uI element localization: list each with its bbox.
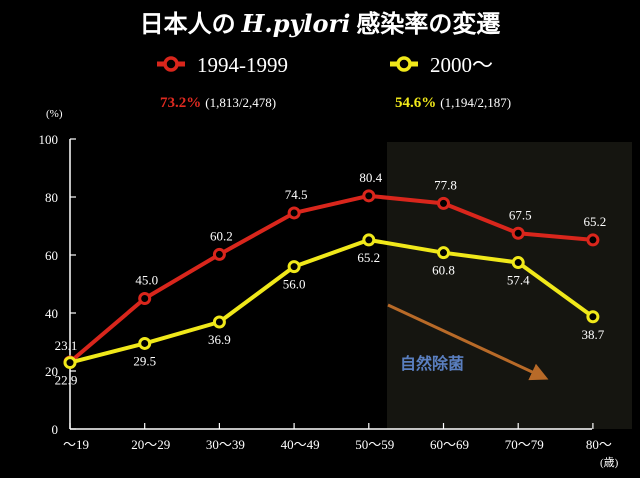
title-suffix: 感染率の変遷 xyxy=(356,10,500,38)
summary-2000: 54.6% (1,194/2,187) xyxy=(395,95,511,111)
natural-eradication-region xyxy=(387,142,632,429)
series-layer: 23.1 45.0 60.2 74.5 80.4 77.8 67.5 65.2 22.9 29.5… xyxy=(55,170,607,388)
data-point-0-7 xyxy=(586,233,600,247)
x-tick-label-0: ～19 xyxy=(63,437,89,452)
trend-arrow-icon xyxy=(387,303,549,381)
x-axis-unit: (歳) xyxy=(600,456,619,469)
y-tick-label-80: 80 xyxy=(45,190,58,205)
x-tick-label-7: 80～ xyxy=(586,437,612,452)
series-line-0 xyxy=(68,193,594,364)
y-tick-label-60: 60 xyxy=(45,248,58,263)
legend-marker-2000 xyxy=(396,56,412,72)
data-point-1-2 xyxy=(212,315,226,329)
data-label-1-7: 38.7 xyxy=(582,327,605,342)
data-label-1-1: 29.5 xyxy=(133,353,156,368)
x-tick-label-6: 70～79 xyxy=(505,437,544,452)
y-tick-label-0: 0 xyxy=(52,422,59,437)
y-tick-label-40: 40 xyxy=(45,306,58,321)
natural-eradication-annotation: 自然除菌 xyxy=(387,303,549,381)
data-point-1-6 xyxy=(511,256,525,270)
data-label-0-7: 65.2 xyxy=(584,214,607,229)
data-point-0-3 xyxy=(287,206,301,220)
x-tick-label-3: 40～49 xyxy=(281,437,320,452)
data-label-1-3: 56.0 xyxy=(283,277,306,292)
series-line-1 xyxy=(69,237,595,365)
y-ticks: 0 20 40 60 80 100 xyxy=(39,132,76,437)
data-label-0-0: 23.1 xyxy=(55,338,78,353)
legend-label-1994-1999: 1994-1999 xyxy=(197,53,288,77)
series-1: 22.9 29.5 36.9 56.0 65.2 60.8 57.4 38.7 xyxy=(55,233,605,388)
data-label-0-3: 74.5 xyxy=(285,187,308,202)
data-label-0-6: 67.5 xyxy=(509,207,532,222)
x-ticks: ～19 20～29 30～39 40～49 50～59 60～69 70～79 80～ xyxy=(63,423,612,452)
summary-pct-2000: 54.6% xyxy=(395,95,436,111)
summary-pct-1994-1999: 73.2% xyxy=(160,95,201,111)
legend-marker-1994-1999 xyxy=(163,56,179,72)
summary-detail-2000: (1,194/2,187) xyxy=(440,95,511,110)
data-label-1-5: 60.8 xyxy=(432,263,455,278)
x-tick-label-2: 30～39 xyxy=(206,437,245,452)
data-point-1-0 xyxy=(63,356,77,370)
legend-item-1994-1999: 1994-1999 xyxy=(157,53,288,77)
data-point-0-5 xyxy=(437,196,450,210)
summary-1994-1999: 73.2% (1,813/2,478) xyxy=(160,95,276,111)
data-point-0-4 xyxy=(362,189,376,203)
title-pathogen: H.pylori xyxy=(241,9,351,38)
data-label-1-0: 22.9 xyxy=(55,373,78,388)
legend-label-2000: 2000～ xyxy=(430,53,493,77)
data-point-1-5 xyxy=(437,246,450,260)
data-label-1-6: 57.4 xyxy=(507,273,530,288)
data-point-0-6 xyxy=(511,226,525,240)
data-point-1-1 xyxy=(138,336,152,350)
data-point-1-3 xyxy=(287,260,301,274)
data-label-0-4: 80.4 xyxy=(359,170,382,185)
x-tick-label-4: 50～59 xyxy=(355,437,394,452)
chart-title: 日本人の H.pylori 感染率の変遷 xyxy=(140,9,501,38)
data-label-0-1: 45.0 xyxy=(135,273,158,288)
y-axis-unit: (%) xyxy=(46,108,63,120)
data-point-1-4 xyxy=(362,233,376,247)
data-point-0-2 xyxy=(212,247,226,261)
title-prefix: 日本人の xyxy=(140,10,236,38)
y-tick-label-100: 100 xyxy=(39,132,59,147)
legend-item-2000: 2000～ xyxy=(390,53,493,77)
legend: 1994-1999 2000～ xyxy=(157,53,493,77)
natural-eradication-label: 自然除菌 xyxy=(400,354,464,373)
data-label-1-2: 36.9 xyxy=(208,332,231,347)
x-tick-label-5: 60～69 xyxy=(430,437,469,452)
data-point-1-7 xyxy=(586,310,600,324)
data-point-0-1 xyxy=(138,292,152,305)
summary-detail-1994-1999: (1,813/2,478) xyxy=(205,95,276,110)
data-label-0-2: 60.2 xyxy=(210,228,233,243)
data-label-1-4: 65.2 xyxy=(357,250,380,265)
y-tick-label-20: 20 xyxy=(45,364,58,379)
data-label-0-5: 77.8 xyxy=(434,177,457,192)
x-tick-label-1: 20～29 xyxy=(131,437,170,452)
